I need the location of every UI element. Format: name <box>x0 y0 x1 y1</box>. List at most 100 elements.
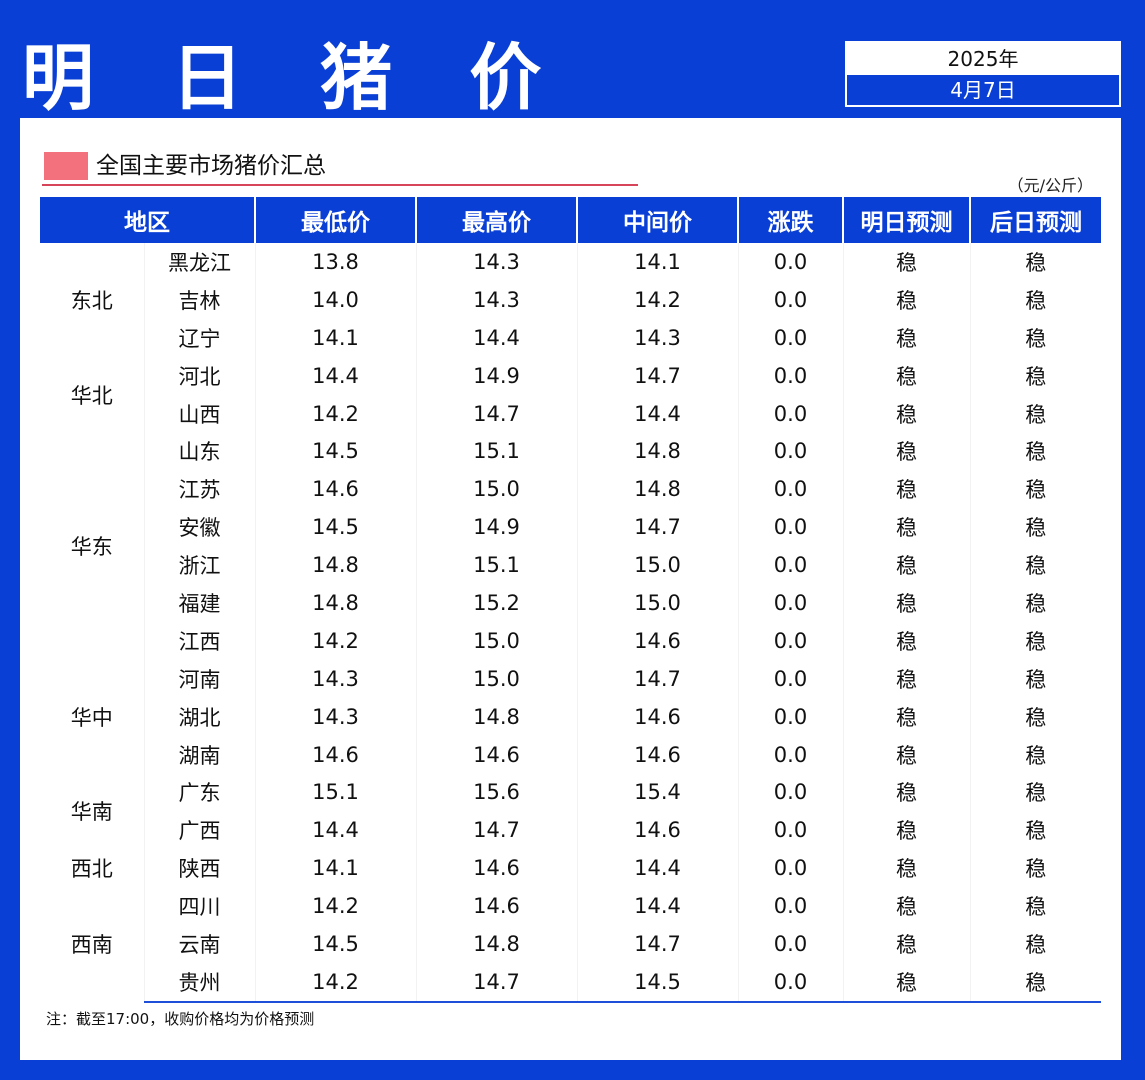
change-cell: 0.0 <box>738 621 844 660</box>
mid-price-cell: 14.6 <box>577 811 739 850</box>
province-cell: 山东 <box>144 432 256 471</box>
max-price-cell: 15.1 <box>416 432 578 471</box>
page-title: 明 日 猪 价 <box>22 36 568 120</box>
table-row: 辽宁 14.1 14.4 14.3 0.0 稳稳 <box>40 318 1101 357</box>
tomorrow-forecast-cell: 稳 <box>843 773 971 812</box>
max-price-cell: 14.3 <box>416 243 578 281</box>
tomorrow-forecast-cell: 稳 <box>843 394 971 433</box>
table-row: 江西 14.2 15.0 14.6 0.0 稳稳 <box>40 621 1101 660</box>
province-cell: 黑龙江 <box>144 243 256 281</box>
day-after-forecast-cell: 稳 <box>1025 364 1047 389</box>
min-price-cell: 14.2 <box>255 394 417 433</box>
column-header-mid: 中间价 <box>577 197 739 243</box>
min-price-cell: 14.8 <box>255 546 417 585</box>
mid-price-cell: 14.4 <box>577 394 739 433</box>
province-cell: 广东 <box>144 773 256 812</box>
footnote: 注：截至17:00，收购价格均为价格预测 <box>46 1010 315 1028</box>
province-cell: 陕西 <box>144 849 256 888</box>
table-header-row: 地区 最低价 最高价 中间价 涨跌 明日预测 后日预测 <box>40 197 1101 243</box>
max-price-cell: 14.9 <box>416 356 578 395</box>
tomorrow-forecast-cell: 稳 <box>843 546 971 585</box>
day-after-forecast-cell: 稳 <box>1025 250 1047 275</box>
min-price-cell: 14.5 <box>255 508 417 547</box>
table-row: 安徽 14.5 14.9 14.7 0.0 稳稳 <box>40 508 1101 547</box>
unit-label: （元/公斤） <box>1007 176 1093 195</box>
change-cell: 0.0 <box>738 811 844 850</box>
province-cell: 江西 <box>144 621 256 660</box>
mid-price-cell: 15.0 <box>577 584 739 622</box>
province-cell: 安徽 <box>144 508 256 547</box>
mid-price-cell: 14.6 <box>577 697 739 736</box>
tomorrow-forecast-cell: 稳 <box>843 925 971 963</box>
max-price-cell: 14.6 <box>416 887 578 926</box>
max-price-cell: 14.6 <box>416 735 578 774</box>
day-after-forecast-cell: 稳 <box>1025 932 1047 957</box>
section-underline <box>42 184 638 186</box>
min-price-cell: 13.8 <box>255 243 417 281</box>
mid-price-cell: 14.7 <box>577 925 739 963</box>
mid-price-cell: 14.4 <box>577 887 739 926</box>
table-row: 云南 14.5 14.8 14.7 0.0 稳稳 <box>40 925 1101 963</box>
mid-price-cell: 15.4 <box>577 773 739 812</box>
province-cell: 浙江 <box>144 546 256 585</box>
mid-price-cell: 14.4 <box>577 849 739 888</box>
tomorrow-forecast-cell: 稳 <box>843 432 971 471</box>
day-after-forecast-cell: 稳 <box>1025 895 1047 920</box>
mid-price-cell: 14.8 <box>577 470 739 509</box>
column-header-day-after: 后日预测 <box>970 197 1101 243</box>
province-cell: 福建 <box>144 584 256 622</box>
province-cell: 四川 <box>144 887 256 926</box>
change-cell: 0.0 <box>738 773 844 812</box>
section-title: 全国主要市场猪价汇总 <box>96 153 326 179</box>
min-price-cell: 14.8 <box>255 584 417 622</box>
max-price-cell: 14.7 <box>416 811 578 850</box>
province-cell: 河北 <box>144 356 256 395</box>
region-cell: 西北 <box>40 849 145 888</box>
province-cell: 云南 <box>144 925 256 963</box>
column-header-max: 最高价 <box>416 197 578 243</box>
table-body: 东北 黑龙江 13.8 14.3 14.1 0.0 稳稳吉林 14.0 14.3 14.2 0.0 稳… <box>40 243 1101 1003</box>
price-table: 地区 最低价 最高价 中间价 涨跌 明日预测 后日预测 东北 黑龙江 13.8 14.… <box>40 197 1101 1003</box>
province-cell: 辽宁 <box>144 318 256 357</box>
tomorrow-forecast-cell: 稳 <box>843 735 971 774</box>
min-price-cell: 14.3 <box>255 697 417 736</box>
day-after-forecast-cell: 稳 <box>1025 743 1047 768</box>
table-row: 江苏 14.6 15.0 14.8 0.0 稳稳 <box>40 470 1101 509</box>
table-row: 东北 黑龙江 13.8 14.3 14.1 0.0 稳稳 <box>40 243 1101 357</box>
max-price-cell: 14.7 <box>416 962 578 1003</box>
max-price-cell: 15.0 <box>416 659 578 698</box>
change-cell: 0.0 <box>738 508 844 547</box>
table-row: 华中 河南 14.3 15.0 14.7 0.0 稳稳 <box>40 659 1101 774</box>
day-after-forecast-cell: 稳 <box>1025 629 1047 654</box>
tomorrow-forecast-cell: 稳 <box>843 659 971 698</box>
max-price-cell: 14.8 <box>416 697 578 736</box>
day-after-forecast-cell: 稳 <box>1025 554 1047 579</box>
mid-price-cell: 14.5 <box>577 962 739 1003</box>
mid-price-cell: 14.6 <box>577 735 739 774</box>
change-cell: 0.0 <box>738 546 844 585</box>
date-box: 2025年 4月7日 <box>845 41 1121 107</box>
change-cell: 0.0 <box>738 584 844 622</box>
table-row: 湖南 14.6 14.6 14.6 0.0 稳稳 <box>40 735 1101 774</box>
change-cell: 0.0 <box>738 432 844 471</box>
change-cell: 0.0 <box>738 470 844 509</box>
province-cell: 湖南 <box>144 735 256 774</box>
tomorrow-forecast-cell: 稳 <box>843 621 971 660</box>
day-after-forecast-cell: 稳 <box>1025 857 1047 882</box>
min-price-cell: 14.5 <box>255 432 417 471</box>
region-cell: 东北 <box>40 243 145 357</box>
min-price-cell: 14.5 <box>255 925 417 963</box>
change-cell: 0.0 <box>738 394 844 433</box>
day-after-forecast-cell: 稳 <box>1025 667 1047 692</box>
tomorrow-forecast-cell: 稳 <box>843 697 971 736</box>
tomorrow-forecast-cell: 稳 <box>843 849 971 888</box>
tomorrow-forecast-cell: 稳 <box>843 962 971 1003</box>
region-cell: 华东 <box>40 432 145 660</box>
day-after-forecast-cell: 稳 <box>1025 591 1047 616</box>
province-cell: 吉林 <box>144 280 256 319</box>
max-price-cell: 15.2 <box>416 584 578 622</box>
mid-price-cell: 14.3 <box>577 318 739 357</box>
min-price-cell: 14.4 <box>255 356 417 395</box>
change-cell: 0.0 <box>738 280 844 319</box>
min-price-cell: 14.6 <box>255 470 417 509</box>
